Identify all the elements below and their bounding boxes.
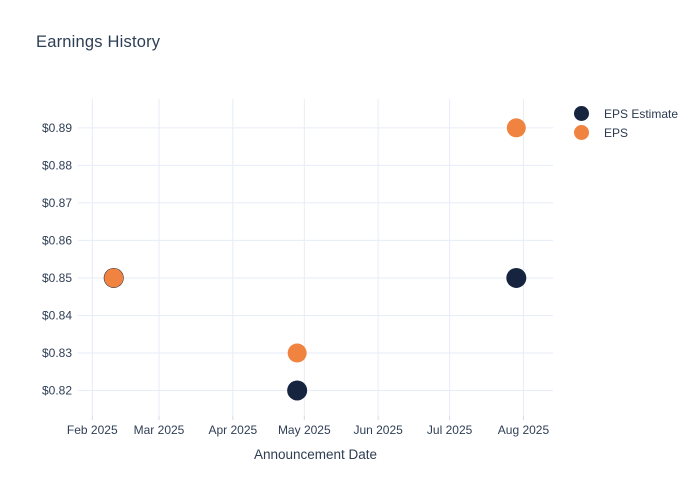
y-tick-label: $0.87 <box>42 196 72 210</box>
y-tick-label: $0.85 <box>42 271 72 285</box>
data-point-eps[interactable] <box>287 343 307 363</box>
y-tick-label: $0.84 <box>42 308 72 322</box>
x-axis-title: Announcement Date <box>253 447 378 462</box>
y-tick-label: $0.89 <box>42 121 72 135</box>
y-tick-label: $0.82 <box>42 383 72 397</box>
legend-item-eps-estimate[interactable]: EPS Estimate <box>574 106 678 121</box>
chart-title: Earnings History <box>36 33 161 51</box>
x-tick-label: Apr 2025 <box>208 423 257 437</box>
x-tick-label: Feb 2025 <box>67 423 118 437</box>
data-point-eps-estimate[interactable] <box>287 380 308 401</box>
x-tick-label: Jul 2025 <box>427 423 473 437</box>
legend-label-eps-estimate: EPS Estimate <box>604 106 679 121</box>
data-point-eps[interactable] <box>506 118 526 138</box>
legend-item-eps[interactable]: EPS <box>574 125 678 140</box>
eps-estimate-marker-icon <box>574 106 589 121</box>
legend: EPS Estimate EPS <box>574 106 678 144</box>
x-tick-label: May 2025 <box>278 423 331 437</box>
x-tick-label: Jun 2025 <box>353 423 403 437</box>
x-tick-label: Mar 2025 <box>134 423 185 437</box>
data-point-eps-estimate[interactable] <box>506 267 527 288</box>
legend-label-eps: EPS <box>604 125 629 140</box>
y-tick-label: $0.83 <box>42 346 72 360</box>
x-tick-label: Aug 2025 <box>498 423 550 437</box>
data-point-eps[interactable] <box>104 268 124 288</box>
eps-marker-icon <box>574 125 589 140</box>
y-tick-label: $0.88 <box>42 158 72 172</box>
y-tick-label: $0.86 <box>42 233 72 247</box>
